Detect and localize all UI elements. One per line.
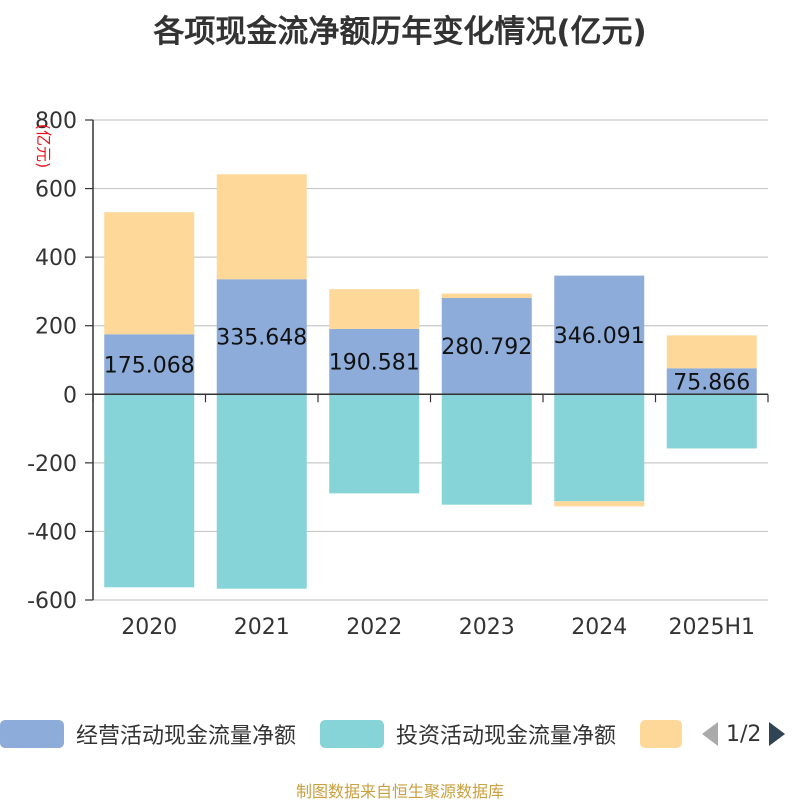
bar-label-operating: 280.792 bbox=[441, 335, 532, 360]
x-tick-label: 2024 bbox=[571, 615, 627, 640]
bar-label-operating: 175.068 bbox=[104, 353, 195, 378]
legend-swatch-investing bbox=[320, 720, 384, 748]
legend-page-indicator: 1/2 bbox=[726, 721, 762, 747]
triangle-left-icon[interactable] bbox=[700, 720, 720, 748]
bar-financing-2020 bbox=[104, 212, 195, 335]
bar-label-operating: 335.648 bbox=[216, 326, 307, 351]
legend-label-investing: 投资活动现金流量净额 bbox=[396, 724, 617, 749]
x-tick-label: 2023 bbox=[459, 615, 515, 640]
bar-operating-2023 bbox=[441, 298, 532, 395]
bar-operating-2020 bbox=[104, 334, 195, 395]
legend-swatch-operating bbox=[0, 720, 64, 748]
y-tick-label: 600 bbox=[35, 178, 77, 203]
y-tick-label: -200 bbox=[27, 452, 77, 477]
x-tick-label: 2021 bbox=[234, 615, 290, 640]
bar-operating-2021 bbox=[216, 279, 307, 395]
triangle-right-icon[interactable] bbox=[767, 720, 787, 748]
bar-operating-2025H1 bbox=[666, 368, 757, 395]
source-note: 制图数据来自恒生聚源数据库 bbox=[295, 782, 504, 801]
axis-layer bbox=[85, 119, 769, 601]
y-tick-label: -400 bbox=[27, 520, 77, 545]
label-layer: 800 600 400 200 0 -200 -400 -600 (亿元) 175.068 335.… bbox=[27, 109, 755, 640]
y-tick-label: 800 bbox=[35, 109, 77, 134]
y-tick-label: 0 bbox=[63, 383, 77, 408]
bar-operating-2024 bbox=[554, 275, 645, 395]
bar-layer bbox=[104, 174, 757, 589]
bar-label-operating: 190.581 bbox=[329, 351, 420, 376]
legend-item-financing[interactable] bbox=[640, 716, 682, 752]
bar-investing-2022 bbox=[329, 394, 420, 494]
grid-layer bbox=[93, 119, 768, 601]
y-unit-label: (亿元) bbox=[34, 124, 53, 169]
bar-label-operating: 75.866 bbox=[673, 370, 750, 395]
legend: 经营活动现金流量净额 投资活动现金流量净额 1/2 bbox=[0, 716, 800, 756]
chart-title: 各项现金流净额历年变化情况(亿元) bbox=[153, 14, 647, 50]
bar-investing-2024 bbox=[554, 394, 645, 502]
bar-label-operating: 346.091 bbox=[554, 324, 645, 349]
legend-item-operating[interactable]: 经营活动现金流量净额 bbox=[0, 716, 296, 752]
bar-financing-2022 bbox=[329, 289, 420, 329]
bar-financing-2025H1 bbox=[666, 335, 757, 369]
legend-label-operating: 经营活动现金流量净额 bbox=[76, 724, 297, 749]
bar-financing-2024 bbox=[554, 501, 645, 507]
x-tick-label: 2025H1 bbox=[668, 615, 755, 640]
bar-financing-2021 bbox=[216, 174, 307, 280]
x-tick-label: 2020 bbox=[121, 615, 177, 640]
bar-investing-2021 bbox=[216, 394, 307, 589]
bar-financing-2023 bbox=[441, 293, 532, 299]
legend-swatch-financing bbox=[640, 720, 682, 748]
y-tick-label: 400 bbox=[35, 246, 77, 271]
y-tick-label: -600 bbox=[27, 589, 77, 614]
bar-operating-2022 bbox=[329, 328, 420, 395]
bar-investing-2020 bbox=[104, 394, 195, 588]
x-tick-label: 2022 bbox=[346, 615, 402, 640]
y-tick-label: 200 bbox=[35, 315, 77, 340]
bar-investing-2023 bbox=[441, 394, 532, 505]
bar-investing-2025H1 bbox=[666, 394, 757, 449]
legend-item-investing[interactable]: 投资活动现金流量净额 bbox=[320, 716, 616, 752]
legend-pager: 1/2 bbox=[700, 716, 787, 752]
